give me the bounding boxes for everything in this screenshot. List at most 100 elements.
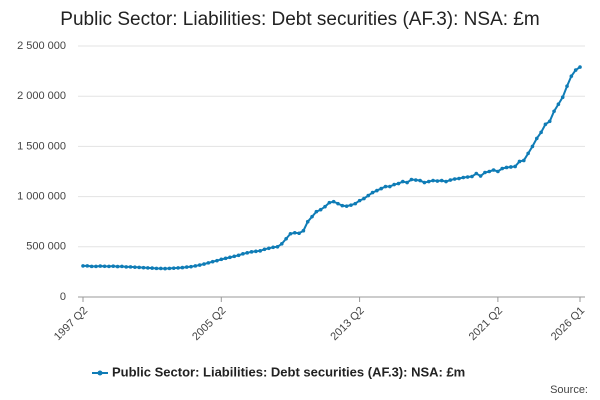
point — [426, 179, 431, 184]
y-tick-label: 500 000 — [26, 241, 66, 253]
x-tick-label: 1997 Q2 — [52, 305, 90, 343]
point — [370, 190, 375, 195]
x-tick-label: 2021 Q2 — [467, 305, 505, 343]
point — [435, 179, 440, 183]
point — [353, 201, 358, 206]
point — [228, 255, 232, 260]
point — [81, 264, 85, 268]
point — [392, 182, 396, 187]
point — [176, 266, 180, 270]
point — [133, 265, 137, 269]
y-tick-label: 2 000 000 — [17, 90, 66, 102]
point — [344, 204, 349, 208]
point — [487, 169, 492, 174]
point — [413, 178, 418, 182]
chart-title: Public Sector: Liabilities: Debt securit… — [60, 9, 539, 30]
point — [98, 264, 103, 268]
point — [158, 266, 163, 271]
legend-label: Public Sector: Liabilities: Debt securit… — [112, 364, 465, 379]
point — [379, 186, 384, 191]
point — [146, 266, 150, 270]
point — [539, 130, 543, 135]
point — [418, 178, 422, 183]
point — [349, 203, 353, 207]
point — [457, 176, 461, 181]
point — [513, 164, 517, 169]
point — [405, 180, 409, 185]
point — [496, 169, 500, 174]
point — [522, 158, 526, 163]
point — [254, 249, 258, 254]
x-tick-label: 2005 Q2 — [190, 305, 228, 343]
point — [409, 177, 414, 182]
point — [89, 264, 94, 269]
point — [267, 246, 271, 251]
point — [552, 109, 556, 114]
point — [245, 251, 250, 255]
point — [284, 236, 288, 241]
point — [94, 264, 98, 269]
legend-marker — [97, 370, 103, 376]
point — [85, 264, 90, 268]
point — [202, 262, 206, 266]
point — [292, 230, 297, 235]
point — [578, 65, 582, 69]
point — [275, 245, 280, 249]
point — [534, 136, 539, 141]
point — [560, 95, 565, 100]
point — [336, 201, 340, 206]
point — [249, 250, 254, 254]
point — [448, 178, 453, 182]
point — [383, 184, 388, 189]
point — [288, 231, 293, 236]
point — [327, 200, 332, 205]
point — [305, 219, 310, 224]
point — [197, 263, 202, 267]
point — [452, 177, 457, 181]
point — [206, 261, 211, 265]
point — [167, 266, 172, 271]
point — [543, 122, 548, 127]
point — [461, 175, 466, 180]
point — [124, 265, 129, 269]
point — [301, 228, 306, 233]
point — [154, 266, 159, 271]
point — [547, 119, 552, 124]
point — [102, 264, 107, 269]
point — [115, 264, 120, 269]
point — [565, 84, 569, 88]
point — [219, 257, 224, 262]
point — [258, 249, 262, 253]
point — [401, 179, 405, 184]
point — [517, 159, 522, 164]
point — [184, 265, 189, 269]
point — [396, 181, 401, 186]
y-tick-label: 1 000 000 — [17, 191, 66, 203]
point — [215, 258, 219, 263]
point — [137, 265, 141, 270]
point — [297, 231, 301, 236]
point — [526, 151, 530, 156]
point — [163, 266, 167, 271]
point — [128, 265, 133, 269]
point — [474, 171, 479, 176]
point — [314, 209, 319, 214]
point — [210, 259, 215, 264]
point — [491, 168, 496, 172]
point — [375, 188, 379, 193]
point — [357, 198, 362, 203]
point — [223, 256, 228, 261]
point — [431, 178, 435, 183]
point — [388, 184, 392, 189]
point — [323, 204, 327, 209]
point — [504, 165, 509, 170]
point — [271, 245, 275, 250]
point — [422, 180, 427, 185]
point — [171, 266, 176, 270]
point — [232, 254, 237, 259]
point — [465, 175, 470, 179]
point — [107, 264, 111, 269]
point — [180, 265, 185, 270]
point — [556, 102, 561, 107]
point — [141, 265, 146, 270]
